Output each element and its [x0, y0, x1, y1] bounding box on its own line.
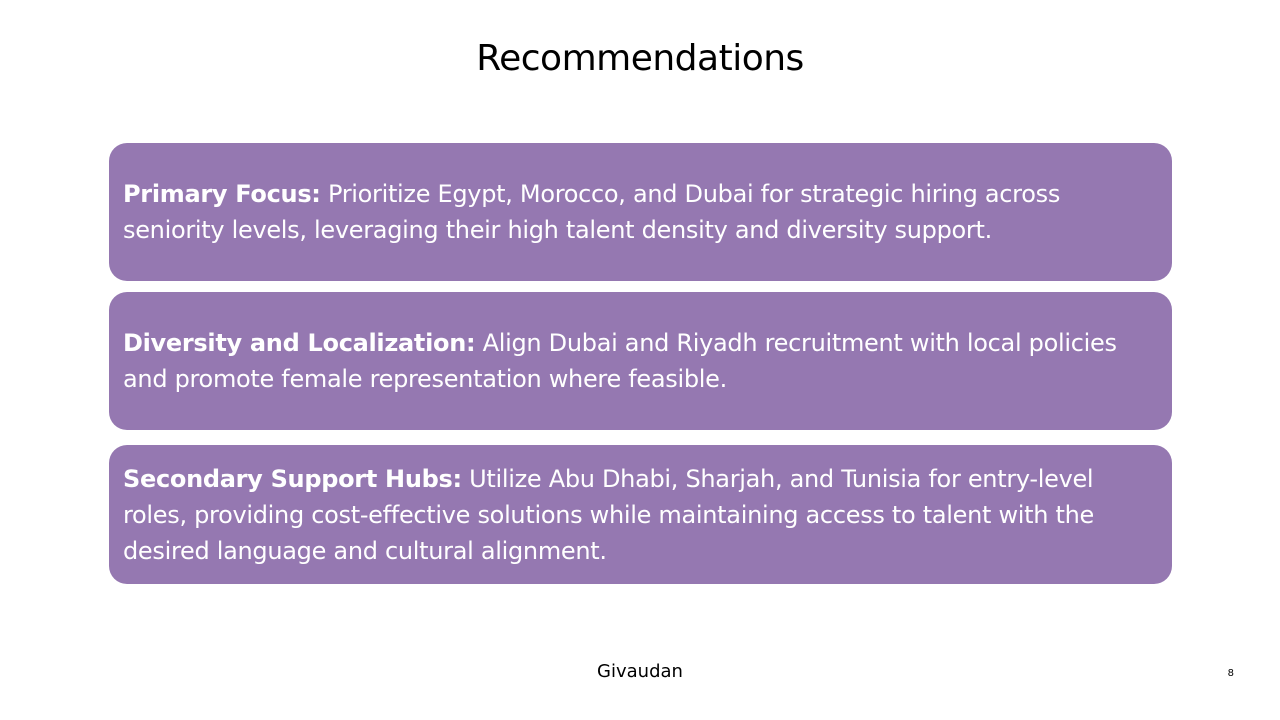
recommendation-heading: Diversity and Localization:: [123, 329, 476, 357]
recommendation-body: Align Dubai and Riyadh recruitment with …: [123, 329, 1117, 393]
recommendation-text: Secondary Support Hubs: Utilize Abu Dhab…: [123, 461, 1150, 569]
recommendation-body: Prioritize Egypt, Morocco, and Dubai for…: [123, 180, 1061, 244]
recommendation-card-primary-focus: Primary Focus: Prioritize Egypt, Morocco…: [109, 143, 1172, 281]
slide-title: Recommendations: [476, 38, 804, 79]
recommendation-card-secondary-support-hubs: Secondary Support Hubs: Utilize Abu Dhab…: [109, 445, 1172, 584]
recommendation-text: Diversity and Localization: Align Dubai …: [123, 325, 1150, 397]
recommendation-card-diversity-localization: Diversity and Localization: Align Dubai …: [109, 292, 1172, 430]
recommendation-body: Utilize Abu Dhabi, Sharjah, and Tunisia …: [123, 464, 1094, 565]
recommendation-heading: Primary Focus:: [123, 180, 321, 208]
page-number: 8: [1227, 668, 1234, 679]
recommendation-text: Primary Focus: Prioritize Egypt, Morocco…: [123, 176, 1150, 248]
recommendation-heading: Secondary Support Hubs:: [123, 464, 462, 493]
footer-brand-name: Givaudan: [597, 661, 683, 682]
